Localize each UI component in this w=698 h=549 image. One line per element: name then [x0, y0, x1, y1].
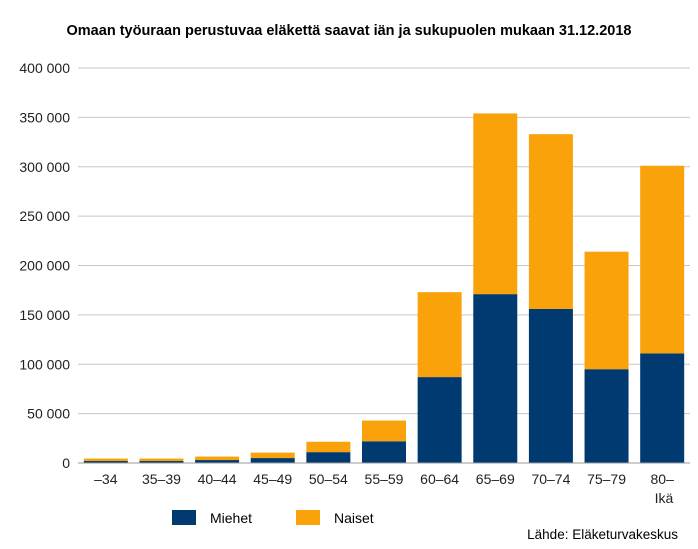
bar-miehet	[195, 460, 240, 463]
bar-naiset	[584, 251, 629, 370]
bar-naiset	[195, 456, 240, 461]
bar-miehet	[83, 461, 128, 463]
bar-miehet	[528, 308, 573, 463]
bar-naiset	[362, 420, 406, 442]
bar-naiset	[417, 292, 462, 378]
y-tick-label: 100 000	[19, 356, 70, 372]
y-tick-label: 150 000	[19, 307, 70, 323]
x-tick-label: 80–	[651, 471, 675, 487]
x-tick-label: 40–44	[198, 471, 237, 487]
bar-naiset	[473, 113, 518, 295]
y-tick-label: 400 000	[19, 60, 70, 76]
bar-naiset	[83, 458, 128, 462]
source-note: Lähde: Eläketurvakeskus	[527, 527, 678, 542]
legend-swatch	[296, 510, 320, 525]
y-tick-label: 200 000	[19, 258, 70, 274]
y-tick-label: 300 000	[19, 159, 70, 175]
x-tick-label: 65–69	[476, 471, 515, 487]
x-tick-label: 70–74	[531, 471, 570, 487]
bar-miehet	[640, 353, 685, 463]
chart-title: Omaan työuraan perustuvaa eläkettä saava…	[67, 23, 632, 39]
x-tick-label: 50–54	[309, 471, 348, 487]
bar-naiset	[640, 165, 685, 354]
y-tick-label: 50 000	[27, 406, 70, 422]
legend-swatch	[172, 510, 196, 525]
bar-miehet	[584, 369, 629, 463]
bars	[83, 113, 685, 463]
y-axis-ticks: 0 50 000 100 000 150 000 200 000 250 000 300 0…	[19, 60, 70, 471]
x-axis-label: Ikä	[655, 490, 674, 506]
legend-label: Miehet	[210, 510, 252, 526]
y-tick-label: 250 000	[19, 208, 70, 224]
y-tick-label: 350 000	[19, 109, 70, 125]
x-tick-label: 45–49	[253, 471, 292, 487]
bar-miehet	[362, 441, 406, 463]
x-tick-label: 60–64	[420, 471, 459, 487]
grid-lines	[78, 67, 690, 415]
legend: Miehet Naiset	[172, 510, 374, 526]
y-tick-label: 0	[62, 455, 70, 471]
x-tick-label: 35–39	[142, 471, 181, 487]
x-axis-ticks: –34 35–39 40–44 45–49 50–54 55–59 60–64 65–69 70…	[94, 471, 674, 487]
bar-naiset	[528, 134, 573, 309]
bar-naiset	[139, 458, 184, 462]
x-tick-label: 55–59	[365, 471, 404, 487]
bar-naiset	[306, 441, 351, 453]
bar-miehet	[473, 294, 518, 463]
bar-miehet	[139, 461, 184, 463]
bar-miehet	[306, 452, 351, 463]
legend-label: Naiset	[334, 510, 374, 526]
bar-naiset	[250, 452, 295, 459]
bar-miehet	[417, 377, 462, 463]
x-tick-label: –34	[94, 471, 118, 487]
bar-miehet	[250, 458, 295, 463]
x-tick-label: 75–79	[587, 471, 626, 487]
